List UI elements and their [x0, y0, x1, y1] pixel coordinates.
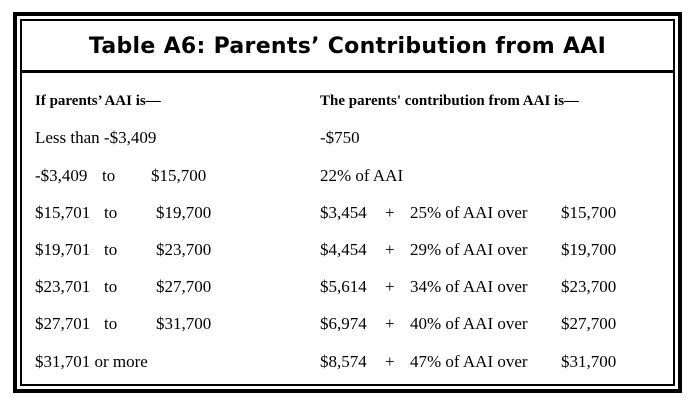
table-inner-border	[20, 19, 675, 386]
row-plus-sign: +	[385, 240, 395, 259]
row-contribution-base: $5,614	[320, 277, 367, 296]
row-percent-over: 29% of AAI over	[410, 240, 528, 259]
row-contribution-base: $6,974	[320, 314, 367, 333]
row-percent-over: 25% of AAI over	[410, 203, 528, 222]
row-plus-sign: +	[385, 352, 395, 371]
row-percent-over: 40% of AAI over	[410, 314, 528, 333]
row-over-amount: $15,700	[561, 203, 617, 222]
row-aai-to: $19,700	[156, 203, 212, 222]
title-divider	[22, 70, 673, 73]
row-aai-from: $15,701	[35, 203, 91, 222]
row-aai-to-word: to	[104, 203, 118, 222]
row-percent-over: 47% of AAI over	[410, 352, 528, 371]
row-aai-to: $27,700	[156, 277, 212, 296]
row-aai-to-word: to	[102, 166, 116, 185]
row-aai-to: $31,700	[156, 314, 212, 333]
row-aai-from: -$3,409	[35, 166, 88, 185]
row-aai-from: $19,701	[35, 240, 91, 259]
row-aai-from: Less than -$3,409	[35, 128, 157, 147]
row-plus-sign: +	[385, 277, 395, 296]
row-contribution-base: $8,574	[320, 352, 367, 371]
row-aai-from: $31,701 or more	[35, 352, 148, 371]
row-aai-from: $23,701	[35, 277, 91, 296]
table-outer-border	[13, 12, 682, 393]
row-aai-to-word: to	[104, 277, 118, 296]
row-percent-over: 34% of AAI over	[410, 277, 528, 296]
row-aai-to-word: to	[104, 240, 118, 259]
header-contribution: The parents' contribution from AAI is—	[320, 93, 580, 109]
row-over-amount: $31,700	[561, 352, 617, 371]
row-contribution-base: $4,454	[320, 240, 367, 259]
row-over-amount: $19,700	[561, 240, 617, 259]
row-aai-to-word: to	[104, 314, 118, 333]
row-contribution-base: $3,454	[320, 203, 367, 222]
row-contribution-base: 22% of AAI	[320, 166, 404, 185]
row-over-amount: $23,700	[561, 277, 617, 296]
row-plus-sign: +	[385, 314, 395, 333]
table-title: Table A6: Parents’ Contribution from AAI	[88, 33, 607, 59]
row-contribution-base: -$750	[320, 128, 360, 147]
header-aai-range: If parents’ AAI is—	[35, 93, 161, 109]
row-plus-sign: +	[385, 203, 395, 222]
row-aai-to: $15,700	[151, 166, 207, 185]
row-aai-from: $27,701	[35, 314, 91, 333]
row-aai-to: $23,700	[156, 240, 212, 259]
row-over-amount: $27,700	[561, 314, 617, 333]
